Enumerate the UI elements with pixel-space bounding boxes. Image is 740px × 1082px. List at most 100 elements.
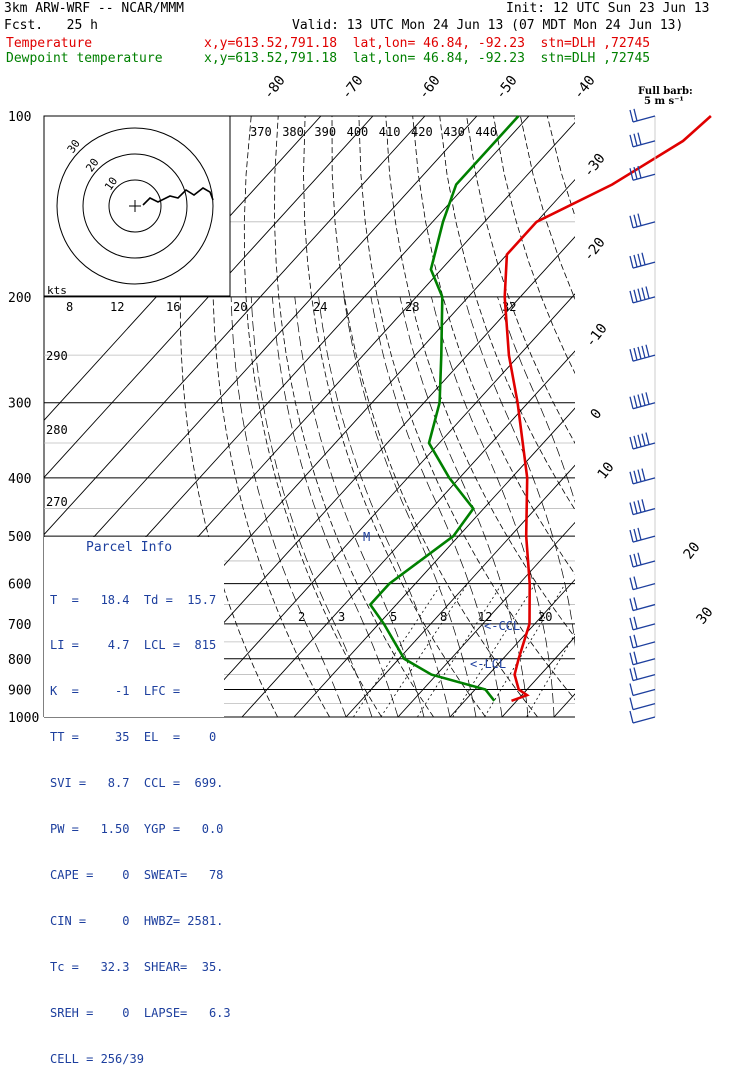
- wind-barb-flag: [638, 214, 641, 226]
- wind-barb-flag: [638, 347, 641, 359]
- wind-barb-flag: [634, 597, 637, 609]
- mixing-ratio-top-label: 24: [313, 300, 327, 314]
- parcel-row: CAPE = 0 SWEAT= 78: [50, 868, 231, 883]
- mixing-ratio-top-label: 20: [233, 300, 247, 314]
- wind-barb-flag: [630, 683, 633, 695]
- wind-barb-flag: [646, 392, 649, 404]
- dry-adiabat-label: 280: [46, 423, 68, 437]
- theta-e-label: 430: [443, 125, 465, 139]
- pressure-label: 800: [8, 653, 31, 668]
- dry-adiabat-line: [709, 116, 740, 717]
- theta-e-label: 390: [314, 125, 336, 139]
- dry-adiabat-line: [275, 116, 434, 717]
- wind-barb-flag: [630, 698, 633, 710]
- wind-barb-flag: [630, 618, 633, 630]
- isotherm-line: [710, 116, 740, 717]
- wind-barb-shaft: [633, 689, 655, 695]
- isotherm-label: -70: [339, 73, 367, 103]
- wind-barb-flag: [634, 215, 637, 227]
- parcel-row: Tc = 32.3 SHEAR= 35.: [50, 960, 231, 975]
- wind-barb-flag: [630, 669, 633, 681]
- moist-adiabats: [180, 116, 740, 717]
- pressure-label: 100: [8, 110, 31, 125]
- parcel-info-title: Parcel Info: [86, 540, 172, 555]
- isotherm-label: -20: [581, 235, 609, 265]
- wind-barb-flag: [638, 289, 641, 301]
- parcel-row: LI = 4.7 LCL = 815: [50, 638, 231, 653]
- wind-barb-flag: [634, 617, 637, 629]
- wind-barb-flag: [646, 433, 649, 445]
- pressure-label: 700: [8, 618, 31, 633]
- theta-e-label: 380: [282, 125, 304, 139]
- m-marker: M: [363, 530, 370, 544]
- parcel-row: SREH = 0 LAPSE= 6.3: [50, 1006, 231, 1021]
- hodograph-unit-label: kts: [47, 284, 67, 297]
- wind-barb-flag: [638, 470, 641, 482]
- moist-adiabat-line: [251, 297, 372, 717]
- wind-barb-shaft: [633, 717, 655, 723]
- wind-barb-flag: [642, 253, 645, 265]
- moist-adiabat-line: [319, 297, 450, 717]
- parcel-row: CIN = 0 HWBZ= 2581.: [50, 914, 231, 929]
- wind-barb-flag: [642, 288, 645, 300]
- theta-e-label: 440: [475, 125, 497, 139]
- mixing-ratio-low-label: 8: [440, 610, 447, 624]
- wind-barb-shaft: [633, 704, 655, 710]
- wind-barb-flag: [634, 554, 637, 566]
- wind-barb-flag: [642, 393, 645, 405]
- barb-key-line2: 5 m s⁻¹: [644, 95, 684, 109]
- wind-barb-flag: [630, 530, 633, 542]
- wind-barb-flag: [634, 396, 637, 408]
- wind-barb-flag: [634, 255, 637, 267]
- wind-barb-flag: [630, 711, 633, 723]
- wind-barb-flag: [630, 397, 633, 409]
- isotherm-label: -80: [261, 73, 289, 103]
- wind-barb-flag: [630, 437, 633, 449]
- wind-barb-flag: [630, 472, 633, 484]
- temperature-line: [505, 116, 711, 701]
- mixing-ratio-top-label: 16: [166, 300, 180, 314]
- mixing-ratio-top-label: 8: [66, 300, 73, 314]
- wind-barb-flag: [634, 635, 637, 647]
- theta-e-label: 420: [411, 125, 433, 139]
- dry-adiabat-line: [494, 116, 740, 717]
- theta-e-label: 410: [379, 125, 401, 139]
- wind-barb-flag: [646, 287, 649, 299]
- wind-barb-flag: [630, 291, 633, 303]
- moist-adiabat-line: [464, 297, 580, 717]
- parcel-row: TT = 35 EL = 0: [50, 730, 231, 745]
- wind-barb-flag: [634, 109, 637, 121]
- mixing-ratio-line: [381, 584, 468, 717]
- moist-adiabat-line: [272, 297, 398, 717]
- isotherm-label: -30: [581, 151, 609, 181]
- parcel-row: K = -1 LFC =: [50, 684, 231, 699]
- wind-barb-flag: [638, 435, 641, 447]
- pressure-label: 400: [8, 472, 31, 487]
- wind-barb-flag: [634, 436, 637, 448]
- wind-barb-flag: [630, 636, 633, 648]
- wind-barb-flag: [630, 135, 633, 147]
- pressure-label: 500: [8, 530, 31, 545]
- moist-adiabat-line: [344, 297, 476, 717]
- pressure-label: 1000: [8, 711, 39, 726]
- wind-barb-flag: [638, 528, 641, 540]
- wind-barb-flag: [638, 395, 641, 407]
- dry-adiabat-line: [655, 116, 740, 717]
- isotherm-label: -40: [571, 73, 599, 103]
- dry-adiabat-line: [682, 116, 740, 717]
- wind-barb-flag: [638, 553, 641, 565]
- isotherm-line: [658, 116, 740, 717]
- isotherm-label: -60: [416, 73, 444, 103]
- theta-e-label: 370: [250, 125, 272, 139]
- wind-barb-flag: [630, 256, 633, 268]
- dry-adiabat-line: [520, 116, 740, 717]
- dry-adiabat-line: [413, 116, 694, 717]
- mixing-ratio-top-label: 28: [405, 300, 419, 314]
- wind-barb-flag: [630, 349, 633, 361]
- mixing-ratio-low-label: 5: [390, 610, 397, 624]
- wind-barb-flag: [630, 599, 633, 611]
- isotherm-label: 0: [588, 406, 606, 422]
- wind-barb-flag: [642, 434, 645, 446]
- wind-barb-flag: [642, 499, 645, 511]
- wind-barb-flag: [634, 471, 637, 483]
